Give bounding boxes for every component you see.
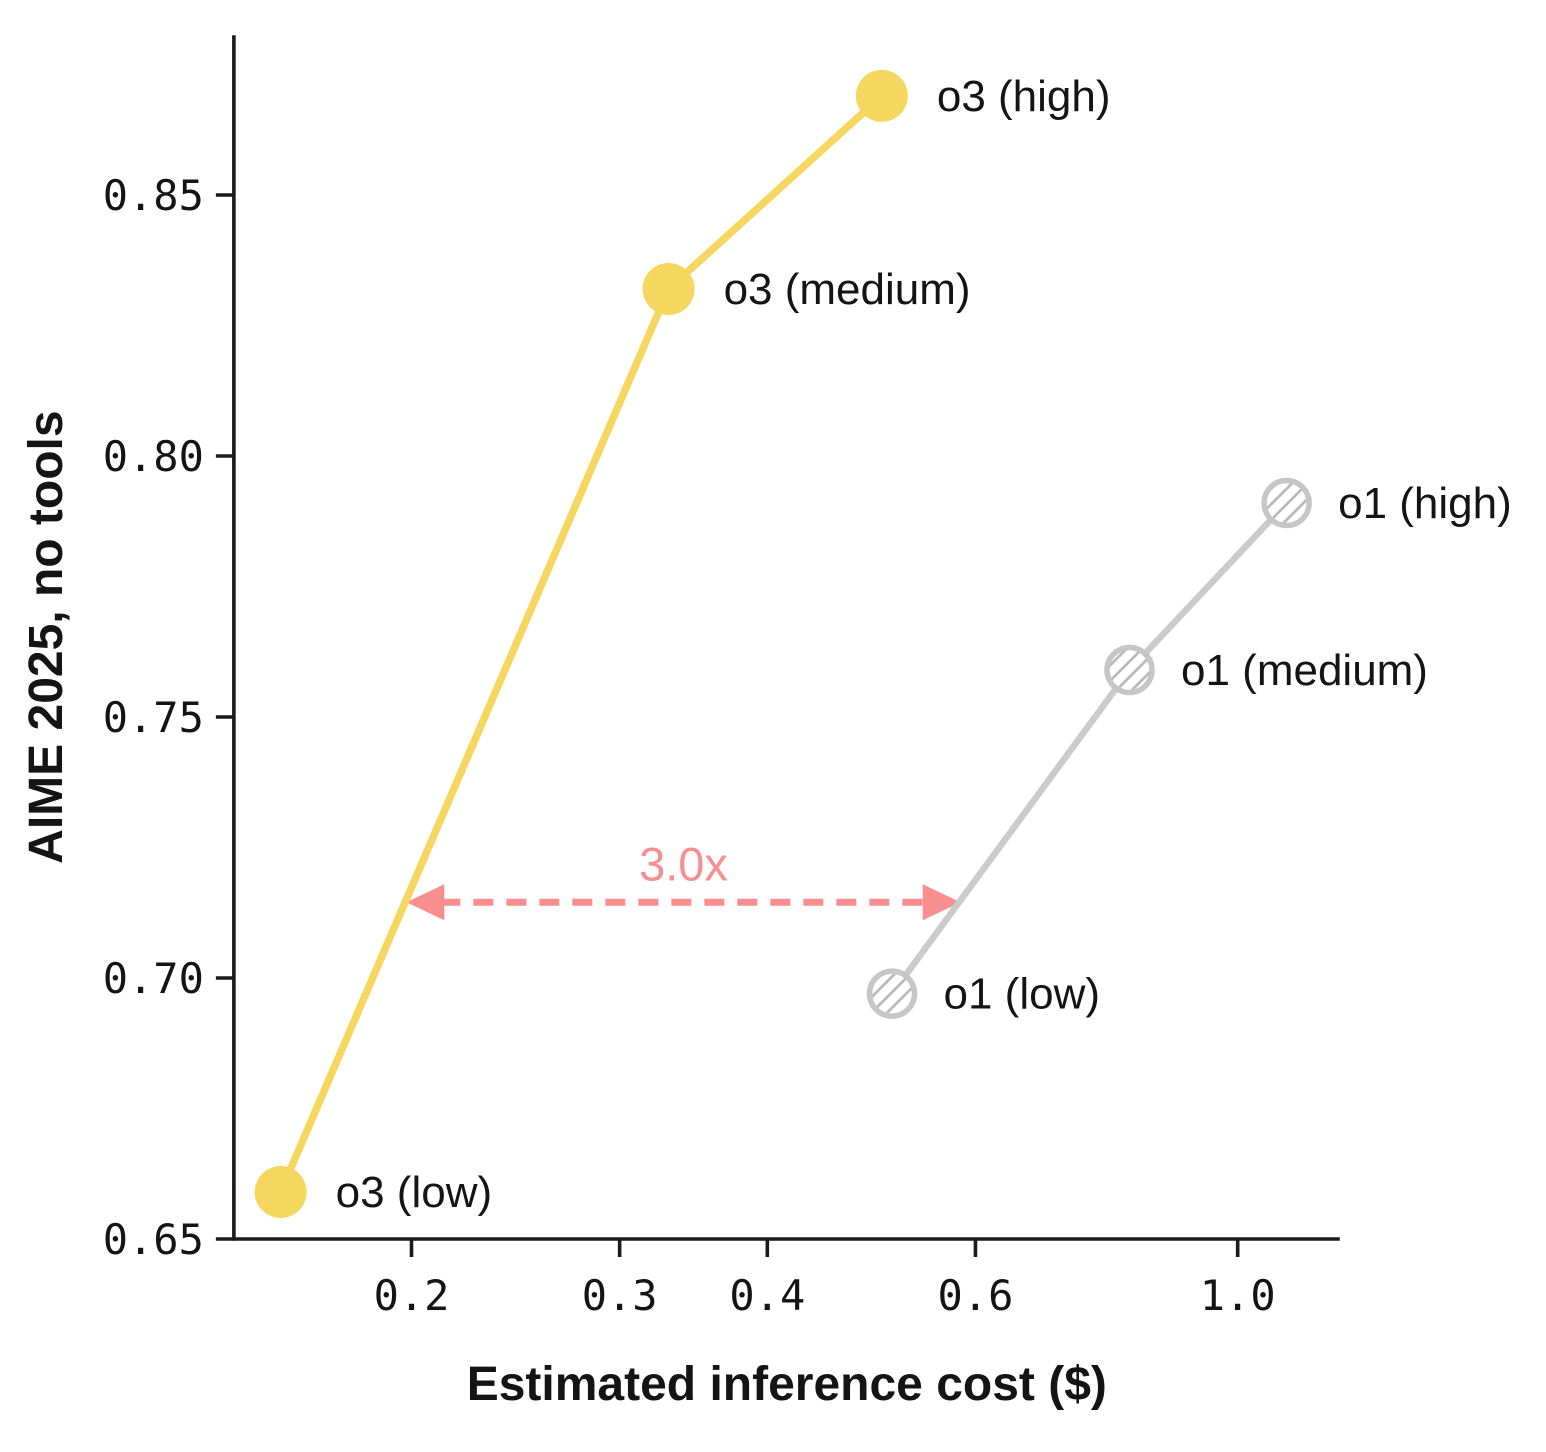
- x-tick-label-1-0: 1.0: [1200, 1271, 1276, 1320]
- y-tick-label-0-70: 0.70: [103, 954, 204, 1003]
- x-tick-label-0-2: 0.2: [374, 1271, 450, 1320]
- ratio-arrow-head-right: [922, 884, 961, 921]
- point-label-o1-low: o1 (low): [944, 970, 1101, 1019]
- ratio-arrow-head-left: [406, 884, 445, 921]
- point-label-o1-medium: o1 (medium): [1181, 646, 1428, 695]
- marker-o3-medium: [642, 262, 695, 315]
- x-axis-title: Estimated inference cost ($): [467, 1358, 1107, 1411]
- series-line-o3: [276, 92, 886, 1196]
- point-label-o3-low: o3 (low): [336, 1168, 493, 1217]
- y-tick-label-0-65: 0.65: [103, 1215, 204, 1264]
- y-axis-title: AIME 2025, no tools: [20, 410, 73, 863]
- y-tick-label-0-80: 0.80: [103, 432, 204, 481]
- marker-o1-medium: [1104, 644, 1155, 696]
- y-tick-label-0-85: 0.85: [103, 171, 204, 220]
- ratio-label: 3.0x: [639, 837, 728, 890]
- marker-o3-high: [855, 69, 908, 122]
- series-line-o1: [888, 499, 1290, 997]
- point-label-o1-high: o1 (high): [1338, 479, 1512, 528]
- point-label-o3-medium: o3 (medium): [724, 265, 971, 314]
- x-tick-label-0-4: 0.4: [729, 1271, 805, 1320]
- x-tick-label-0-3: 0.3: [582, 1271, 658, 1320]
- point-label-o3-high: o3 (high): [937, 72, 1111, 121]
- marker-o3-low: [254, 1166, 307, 1219]
- marker-o1-low: [866, 968, 918, 1019]
- y-tick-label-0-75: 0.75: [103, 693, 204, 742]
- x-tick-label-0-6: 0.6: [938, 1271, 1014, 1320]
- ratio-annotation: 3.0x: [406, 837, 961, 921]
- marker-o1-high: [1261, 477, 1312, 529]
